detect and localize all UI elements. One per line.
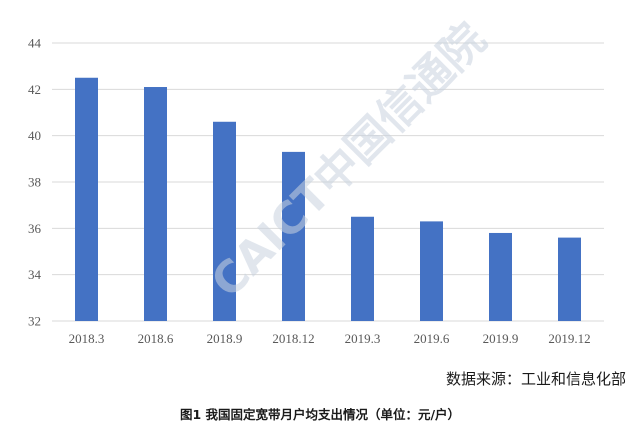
x-tick-label: 2018.9 (207, 331, 243, 346)
x-tick-label: 2019.9 (483, 331, 519, 346)
source-note: 数据来源：工业和信息化部 (445, 370, 626, 388)
bar-2019.3 (351, 216, 374, 321)
y-tick-label: 36 (28, 221, 42, 236)
y-axis-ticks: 32 34 36 38 40 42 44 (28, 36, 42, 329)
x-tick-label: 2019.3 (345, 331, 381, 346)
y-tick-label: 38 (28, 175, 41, 190)
x-tick-label: 2018.12 (272, 331, 314, 346)
figure-caption: 图1 我国固定宽带月户均支出情况（单位：元/户） (179, 407, 461, 422)
bar-2018.9 (213, 121, 236, 322)
x-tick-label: 2018.6 (138, 331, 174, 346)
bar-2018.12 (282, 151, 305, 321)
y-tick-label: 40 (28, 128, 41, 143)
bar-2018.3 (75, 77, 98, 321)
bars (75, 77, 581, 322)
bar-2019.12 (558, 237, 581, 321)
x-tick-label: 2018.3 (69, 331, 105, 346)
bar-2019.9 (489, 232, 512, 321)
bar-2018.6 (144, 87, 167, 322)
y-tick-label: 32 (28, 314, 41, 329)
y-tick-label: 42 (28, 82, 41, 97)
watermark: CAICT中国信通院 (202, 14, 496, 308)
bar-2019.6 (420, 221, 443, 321)
y-tick-label: 44 (28, 36, 42, 51)
y-tick-label: 34 (28, 267, 42, 282)
x-tick-label: 2019.6 (414, 331, 450, 346)
x-tick-label: 2019.12 (548, 331, 590, 346)
x-axis-ticks: 2018.3 2018.6 2018.9 2018.12 2019.3 2019.6 201… (69, 331, 591, 346)
